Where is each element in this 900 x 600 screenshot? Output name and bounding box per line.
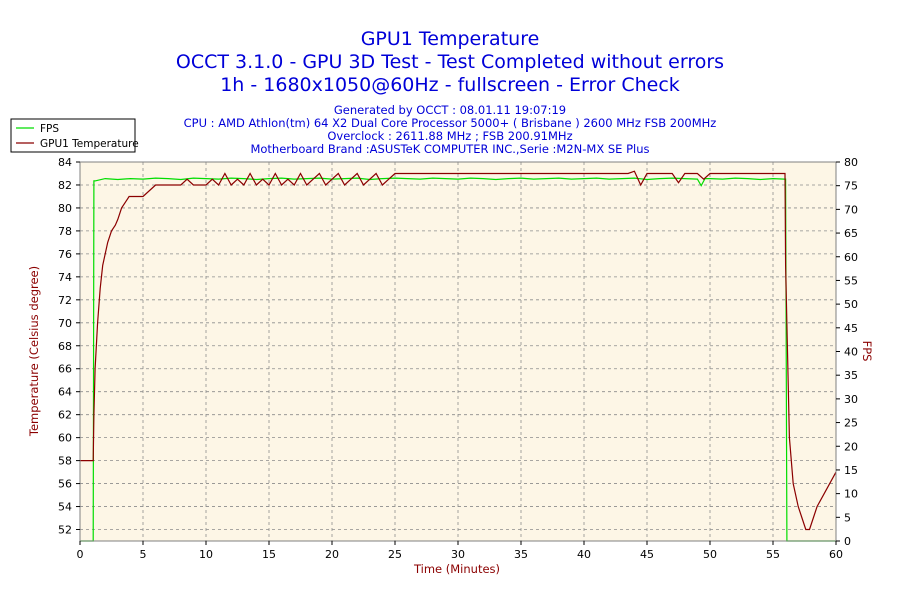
test-description: OCCT 3.1.0 - GPU 3D Test - Test Complete… xyxy=(176,51,724,73)
temperature-series-line xyxy=(80,170,837,531)
y-tick-label: 72 xyxy=(58,294,72,307)
y-tick-label: 80 xyxy=(58,202,72,215)
motherboard-info: Motherboard Brand :ASUSTeK COMPUTER INC.… xyxy=(250,142,649,156)
y2-tick-label: 35 xyxy=(844,369,858,382)
generated-info: Generated by OCCT : 08.01.11 19:07:19 xyxy=(334,103,566,117)
y-tick-label: 54 xyxy=(58,501,72,514)
x-tick-label: 50 xyxy=(703,548,717,561)
y-tick-label: 66 xyxy=(58,363,72,376)
plot-area xyxy=(80,162,836,541)
test-settings: 1h - 1680x1050@60Hz - fullscreen - Error… xyxy=(220,74,680,96)
overclock-info: Overclock : 2611.88 MHz ; FSB 200.91MHz xyxy=(327,129,572,143)
y2-tick-label: 0 xyxy=(844,535,851,548)
y2-tick-label: 80 xyxy=(844,156,858,169)
y2-tick-label: 5 xyxy=(844,511,851,524)
chart-title: GPU1 Temperature xyxy=(361,28,540,50)
x-axis-ticks: 0 5 10 15 20 25 30 35 40 45 50 55 60 xyxy=(77,541,843,561)
fps-series-line xyxy=(80,177,836,542)
y2-tick-label: 65 xyxy=(844,227,858,240)
y-axis-ticks: 52 54 56 58 60 62 64 66 68 70 72 74 76 78 80 82 84 xyxy=(58,156,80,537)
y-tick-label: 60 xyxy=(58,432,72,445)
y-tick-label: 76 xyxy=(58,248,72,261)
legend-box xyxy=(10,118,136,153)
y2-axis-title: FPS xyxy=(860,341,874,362)
legend: FPS GPU1 Temperature xyxy=(10,118,139,153)
x-tick-label: 55 xyxy=(766,548,780,561)
cpu-info: CPU : AMD Athlon(tm) 64 X2 Dual Core Pro… xyxy=(184,116,717,130)
x-tick-label: 10 xyxy=(199,548,213,561)
y2-tick-label: 70 xyxy=(844,203,858,216)
y-axis-title: Temperature (Celsius degree) xyxy=(27,266,41,437)
y-tick-label: 74 xyxy=(58,271,72,284)
x-tick-label: 25 xyxy=(388,548,402,561)
y-tick-label: 58 xyxy=(58,455,72,468)
y-tick-label: 82 xyxy=(58,179,72,192)
y2-tick-label: 10 xyxy=(844,488,858,501)
x-tick-label: 35 xyxy=(514,548,528,561)
y-tick-label: 62 xyxy=(58,409,72,422)
x-tick-label: 45 xyxy=(640,548,654,561)
y2-tick-label: 55 xyxy=(844,274,858,287)
y2-tick-label: 30 xyxy=(844,393,858,406)
y2-tick-label: 25 xyxy=(844,417,858,430)
y-tick-label: 56 xyxy=(58,478,72,491)
y-tick-label: 68 xyxy=(58,340,72,353)
y2-tick-label: 50 xyxy=(844,298,858,311)
y-tick-label: 64 xyxy=(58,386,72,399)
x-tick-label: 0 xyxy=(77,548,84,561)
y2-axis-ticks: 0 5 10 15 20 25 30 35 40 45 50 55 60 65 70 75 80 xyxy=(836,156,858,548)
y-tick-label: 84 xyxy=(58,156,72,169)
series-layer xyxy=(80,170,837,542)
x-tick-label: 20 xyxy=(325,548,339,561)
x-tick-label: 60 xyxy=(829,548,843,561)
x-tick-label: 40 xyxy=(577,548,591,561)
x-tick-label: 5 xyxy=(140,548,147,561)
y-tick-label: 70 xyxy=(58,317,72,330)
y2-tick-label: 15 xyxy=(844,464,858,477)
y-tick-label: 52 xyxy=(58,524,72,537)
x-axis-title: Time (Minutes) xyxy=(413,562,500,576)
x-tick-label: 15 xyxy=(262,548,276,561)
y2-tick-label: 20 xyxy=(844,440,858,453)
y2-tick-label: 45 xyxy=(844,322,858,335)
legend-fps-label: FPS xyxy=(40,123,59,135)
y-tick-label: 78 xyxy=(58,225,72,238)
x-tick-label: 30 xyxy=(451,548,465,561)
y2-tick-label: 40 xyxy=(844,346,858,359)
y2-tick-label: 75 xyxy=(844,180,858,193)
y2-tick-label: 60 xyxy=(844,251,858,264)
legend-temperature-label: GPU1 Temperature xyxy=(40,138,139,150)
